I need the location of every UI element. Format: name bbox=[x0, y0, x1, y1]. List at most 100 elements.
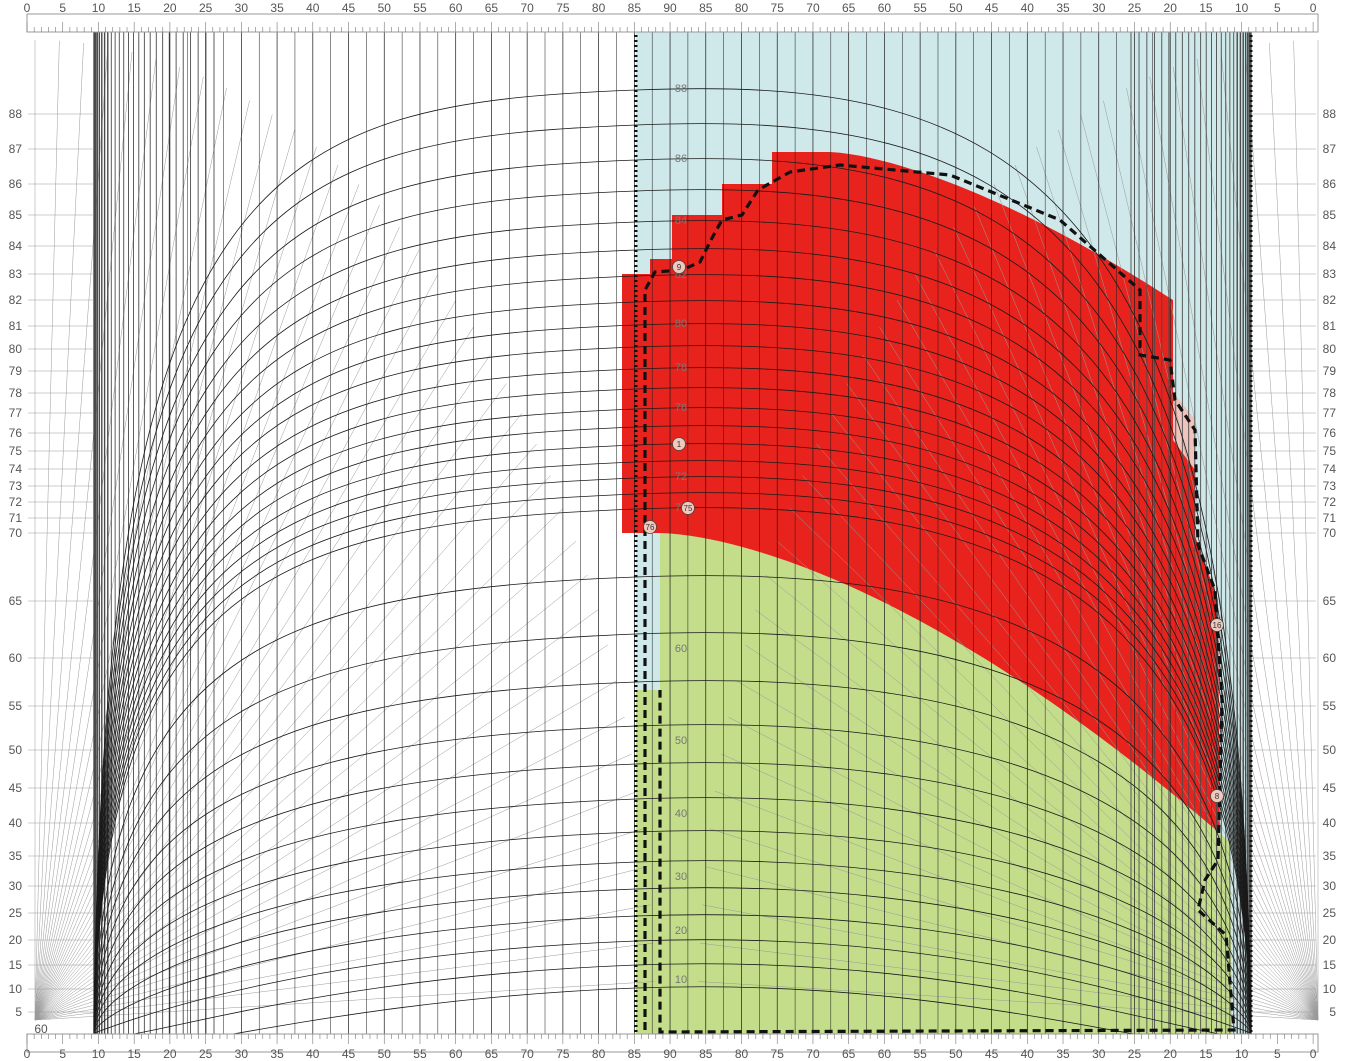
left-scale-label: 74 bbox=[9, 462, 23, 476]
right-scale-label: 86 bbox=[1323, 177, 1337, 191]
top-scale-label: 80 bbox=[592, 1, 606, 15]
numbered-marker bbox=[681, 501, 695, 515]
right-scale-label: 15 bbox=[1323, 958, 1337, 972]
right-scale-label: 88 bbox=[1323, 107, 1337, 121]
marker-layer: 9 1 75 76 16 8 bbox=[643, 260, 1224, 803]
right-scale-label: 71 bbox=[1323, 511, 1337, 525]
grid-layer bbox=[93, 32, 1252, 1050]
fine-radial-line-left bbox=[34, 904, 651, 1021]
marker-label: 9 bbox=[677, 263, 682, 272]
curved-grid-line bbox=[93, 407, 1252, 1034]
bottom-scale-label: 50 bbox=[949, 1047, 963, 1061]
right-scale-label: 74 bbox=[1323, 462, 1337, 476]
top-scale-label: 65 bbox=[842, 1, 856, 15]
top-scale-label: 45 bbox=[342, 1, 356, 15]
left-scale-label: 5 bbox=[15, 1005, 22, 1019]
fine-radial-line-left bbox=[34, 40, 60, 1021]
bottom-scale-label: 40 bbox=[1021, 1047, 1035, 1061]
bottom-scale-label: 15 bbox=[1199, 1047, 1213, 1061]
bottom-scale-label: 45 bbox=[985, 1047, 999, 1061]
bottom-scale-label: 40 bbox=[306, 1047, 320, 1061]
top-scale-label: 75 bbox=[771, 1, 785, 15]
right-scale-label: 30 bbox=[1323, 879, 1337, 893]
curved-grid-line bbox=[93, 443, 1252, 1034]
marker-label: 1 bbox=[677, 440, 682, 449]
bottom-scale-label: 60 bbox=[878, 1047, 892, 1061]
curved-grid-line bbox=[93, 632, 1252, 1034]
left-scale-label: 76 bbox=[9, 426, 23, 440]
inner-scale-label: 84 bbox=[675, 215, 687, 227]
bottom-scale-label: 70 bbox=[806, 1047, 820, 1061]
curved-grid-line bbox=[93, 248, 1252, 1034]
top-scale-label: 85 bbox=[699, 1, 713, 15]
bottom-scale-label: 15 bbox=[127, 1047, 141, 1061]
corner-label: 60 bbox=[34, 1022, 48, 1036]
bottom-scale-label: 70 bbox=[520, 1047, 534, 1061]
marker-label: 16 bbox=[1213, 621, 1222, 630]
left-scale-label: 60 bbox=[9, 651, 23, 665]
left-scale-label: 40 bbox=[9, 816, 23, 830]
left-scale-label: 83 bbox=[9, 267, 23, 281]
boundary-layer bbox=[634, 30, 1253, 1036]
top-ruler bbox=[26, 13, 1319, 33]
bottom-scale-label: 20 bbox=[1164, 1047, 1178, 1061]
right-scale-label: 20 bbox=[1323, 933, 1337, 947]
left-scale-label: 88 bbox=[9, 107, 23, 121]
top-scale-label: 5 bbox=[1274, 1, 1281, 15]
right-scale-label: 78 bbox=[1323, 386, 1337, 400]
fine-radial-line-left bbox=[34, 942, 654, 1021]
bottom-scale-label: 25 bbox=[199, 1047, 213, 1061]
left-scale-label: 84 bbox=[9, 239, 23, 253]
fine-radial-line-right bbox=[721, 753, 1319, 1021]
fine-radial-line-left bbox=[34, 114, 273, 1021]
fine-radial-line-right bbox=[993, 184, 1319, 1021]
fine-radial-line-right bbox=[1269, 43, 1319, 1021]
fine-radial-line-left bbox=[34, 540, 577, 1021]
top-scale-label: 15 bbox=[127, 1, 141, 15]
fine-radial-line-left bbox=[34, 43, 84, 1021]
fine-radial-line-right bbox=[1196, 58, 1319, 1021]
left-scale-label: 87 bbox=[9, 142, 23, 156]
bottom-scale-label: 50 bbox=[378, 1047, 392, 1061]
inner-scale-label: 20 bbox=[675, 925, 687, 937]
left-scale-label: 81 bbox=[9, 319, 23, 333]
left-scale-label: 85 bbox=[9, 208, 23, 222]
bottom-scale-label: 60 bbox=[449, 1047, 463, 1061]
inner-scale-label: 78 bbox=[675, 362, 687, 374]
right-scale-label: 10 bbox=[1323, 982, 1337, 996]
bottom-scale-label: 0 bbox=[1310, 1047, 1317, 1061]
top-scale-label: 80 bbox=[735, 1, 749, 15]
numbered-marker bbox=[1210, 618, 1224, 632]
curved-grid-line bbox=[93, 762, 1252, 1034]
left-scale-label: 72 bbox=[9, 495, 23, 509]
fine-radial-line-left bbox=[34, 981, 655, 1021]
bottom-scale-label: 65 bbox=[485, 1047, 499, 1061]
right-scale-label: 75 bbox=[1323, 444, 1337, 458]
label-layer: 0 5 10 15 20 25 30 35 40 45 50 55 60 65 70 75 80 85 90 85 80… bbox=[9, 1, 1337, 1061]
left-scale-label: 15 bbox=[9, 958, 23, 972]
fine-radial-line-left bbox=[34, 383, 507, 1021]
fine-radial-line-right bbox=[715, 790, 1319, 1021]
right-scale-label: 80 bbox=[1323, 342, 1337, 356]
top-scale-label: 10 bbox=[1235, 1, 1249, 15]
top-scale-label: 25 bbox=[1128, 1, 1142, 15]
right-scale-label: 72 bbox=[1323, 495, 1337, 509]
top-scale-label: 35 bbox=[270, 1, 284, 15]
top-scale-label: 50 bbox=[949, 1, 963, 15]
top-scale-label: 15 bbox=[1199, 1, 1213, 15]
green-region bbox=[636, 533, 1232, 1034]
right-scale-label: 83 bbox=[1323, 267, 1337, 281]
marker-label: 76 bbox=[646, 523, 655, 532]
fine-radial-line-left bbox=[34, 87, 227, 1021]
fine-radial-line-right bbox=[702, 904, 1319, 1021]
fine-radial-line-left bbox=[34, 52, 133, 1021]
top-scale-label: 40 bbox=[1021, 1, 1035, 15]
top-scale-label: 35 bbox=[1056, 1, 1070, 15]
red-region bbox=[622, 152, 1220, 850]
fine-radial-line-right bbox=[1244, 46, 1319, 1021]
curved-grid-line bbox=[93, 367, 1252, 1034]
dashed-boundary-outline bbox=[643, 163, 1236, 1034]
left-scale-label: 65 bbox=[9, 594, 23, 608]
fine-radial-line-left bbox=[34, 574, 588, 1021]
bottom-scale-label: 10 bbox=[92, 1047, 106, 1061]
